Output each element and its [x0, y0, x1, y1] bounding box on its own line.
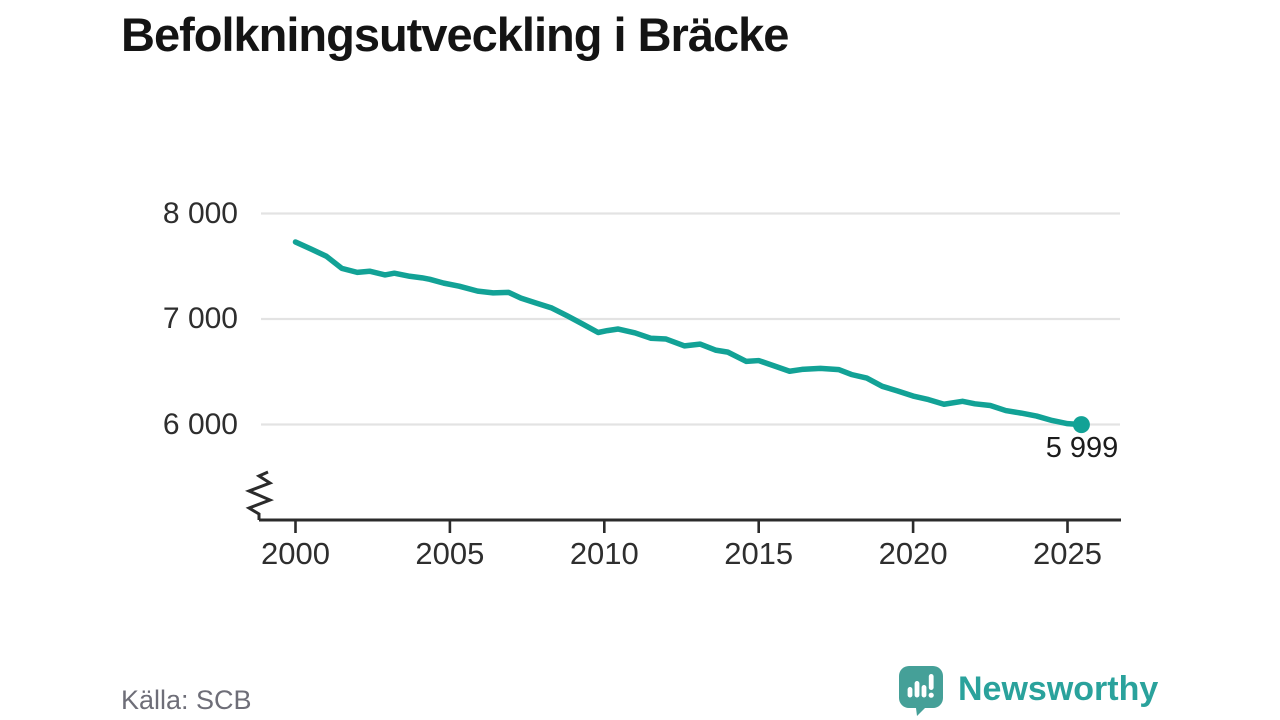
y-tick-label: 6 000	[162, 407, 238, 441]
x-tick-label: 2015	[724, 536, 794, 571]
x-tick-label: 2020	[878, 536, 948, 571]
axis-break-icon	[245, 470, 274, 520]
x-tick-label: 2025	[1033, 536, 1102, 571]
y-tick-label: 7 000	[162, 302, 238, 335]
x-tick-label: 2005	[415, 536, 485, 571]
y-tick-label: 8 000	[162, 196, 238, 230]
newsworthy-bubble-chart-icon	[899, 666, 943, 716]
newsworthy-logo-text: Newsworthy	[958, 670, 1159, 708]
newsworthy-logo: Newsworthy	[899, 666, 1158, 716]
x-tick-label: 2000	[261, 536, 330, 571]
population-line	[292, 239, 1085, 428]
x-tick-label: 2010	[569, 536, 639, 571]
source-note: Källa: SCB	[121, 685, 252, 715]
last-value-label: 5 999	[1045, 432, 1119, 464]
end-point-marker	[1072, 416, 1090, 434]
chart-title: Befolkningsutveckling i Bräcke	[121, 8, 789, 61]
